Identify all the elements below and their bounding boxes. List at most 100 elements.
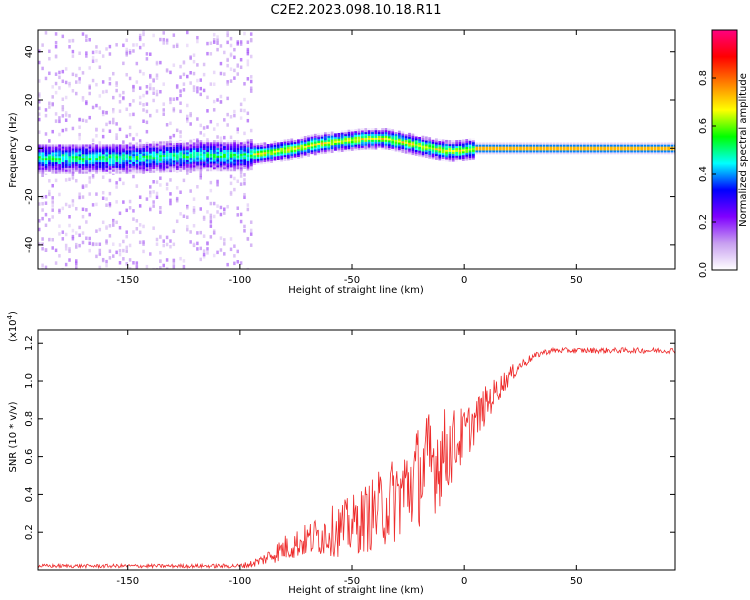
heatmap-cell: [216, 135, 219, 139]
heatmap-cell: [175, 140, 179, 143]
heatmap-cell: [115, 156, 119, 159]
heatmap-cell: [216, 149, 220, 152]
heatmap-cell: [78, 117, 81, 122]
heatmap-cell: [135, 80, 139, 84]
heatmap-cell: [330, 143, 334, 146]
heatmap-cell: [249, 138, 253, 142]
heatmap-cell: [196, 147, 199, 151]
heatmap-cell: [371, 131, 374, 135]
colorbar-label: Normalized spectral amplitude: [738, 73, 749, 227]
heatmap-cell: [283, 156, 287, 160]
heatmap-cell: [196, 241, 199, 246]
heatmap-cell: [182, 167, 186, 170]
heatmap-cell: [48, 49, 51, 54]
heatmap-cell: [344, 145, 347, 148]
heatmap-cell: [212, 163, 216, 166]
heatmap-cell: [532, 146, 536, 149]
heatmap-cell: [475, 142, 479, 145]
heatmap-cell: [519, 148, 522, 151]
heatmap-cell: [509, 144, 512, 147]
heatmap-cell: [38, 130, 41, 134]
heatmap-cell: [246, 62, 250, 67]
heatmap-cell: [539, 146, 543, 149]
heatmap-cell: [576, 144, 580, 147]
heatmap-cell: [186, 167, 189, 170]
heatmap-cell: [179, 159, 183, 163]
heatmap-cell: [657, 150, 660, 153]
heatmap-cell: [68, 258, 71, 262]
heatmap-cell: [233, 142, 236, 145]
heatmap-cell: [445, 149, 448, 152]
heatmap-cell: [394, 139, 398, 142]
heatmap-cell: [159, 210, 162, 214]
heatmap-cell: [51, 129, 54, 134]
heatmap-cell: [206, 41, 209, 46]
heatmap-cell: [38, 92, 41, 96]
heatmap-cell: [313, 133, 317, 137]
heatmap-cell: [650, 150, 654, 153]
heatmap-cell: [468, 146, 472, 149]
heatmap-cell: [371, 129, 374, 133]
heatmap-cell: [125, 165, 129, 168]
heatmap-cell: [411, 141, 415, 144]
heatmap-cell: [428, 150, 432, 153]
heatmap-cell: [374, 131, 378, 135]
heatmap-cell: [175, 85, 179, 90]
heatmap-cell: [51, 159, 55, 163]
heatmap-cell: [101, 112, 105, 117]
heatmap-cell: [643, 150, 647, 153]
heatmap-cell: [334, 135, 337, 138]
heatmap-cell: [142, 157, 146, 160]
heatmap-cell: [202, 140, 206, 143]
heatmap-cell: [381, 128, 384, 131]
heatmap-cell: [196, 161, 199, 164]
heatmap-cell: [249, 75, 253, 79]
heatmap-cell: [344, 137, 347, 140]
heatmap-cell: [159, 149, 162, 152]
heatmap-cell: [233, 55, 236, 60]
heatmap-cell: [58, 224, 61, 228]
heatmap-cell: [229, 247, 233, 252]
heatmap-cell: [192, 161, 196, 164]
heatmap-cell: [152, 200, 155, 204]
heatmap-cell: [202, 167, 206, 170]
heatmap-cell: [68, 171, 72, 174]
heatmap-cell: [179, 93, 182, 98]
heatmap-cell: [179, 256, 182, 261]
heatmap-cell: [196, 153, 199, 156]
heatmap-x-axis-label: Height of straight line (km): [288, 285, 424, 296]
heatmap-cell: [236, 165, 240, 168]
heatmap-cell: [657, 142, 660, 145]
heatmap-cell: [71, 203, 75, 207]
heatmap-cell: [253, 162, 257, 165]
heatmap-cell: [337, 146, 341, 149]
heatmap-cell: [303, 137, 307, 141]
heatmap-cell: [482, 144, 485, 147]
heatmap-cell: [152, 153, 156, 156]
heatmap-cell: [586, 148, 590, 151]
heatmap-cell: [465, 144, 469, 148]
heatmap-cell: [98, 157, 102, 161]
heatmap-cell: [142, 30, 145, 34]
heatmap-cell: [438, 156, 442, 159]
heatmap-cell: [397, 130, 401, 133]
heatmap-cell: [182, 142, 186, 145]
heatmap-cell: [41, 173, 44, 177]
heatmap-cell: [387, 147, 391, 151]
heatmap-cell: [78, 152, 82, 155]
heatmap-cell: [206, 138, 209, 142]
heatmap-cell: [229, 145, 233, 149]
heatmap-cell: [128, 243, 132, 248]
heatmap-cell: [88, 84, 91, 88]
heatmap-cell: [300, 146, 304, 149]
heatmap-cell: [236, 179, 240, 184]
heatmap-cell: [91, 148, 95, 151]
heatmap-cell: [411, 152, 415, 156]
heatmap-cell: [387, 138, 391, 141]
heatmap-cell: [461, 158, 465, 161]
heatmap-cell: [515, 150, 519, 153]
heatmap-cell: [196, 117, 199, 121]
heatmap-cell: [391, 138, 395, 142]
heatmap-cell: [101, 258, 105, 263]
heatmap-cell: [586, 150, 590, 153]
